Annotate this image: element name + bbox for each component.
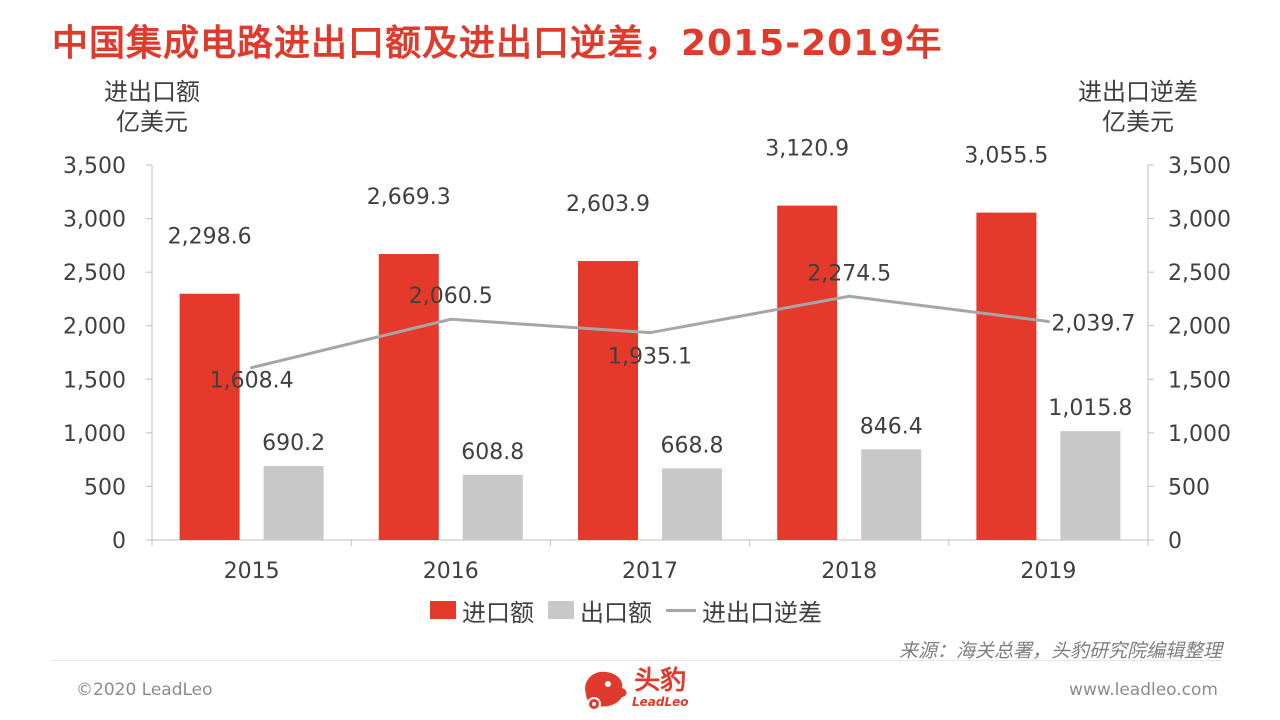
- data-label-import: 2,298.6: [168, 225, 252, 250]
- data-label-export: 690.2: [262, 431, 325, 456]
- bar-import: [777, 205, 838, 540]
- y-tick-label-left: 3,500: [63, 154, 126, 179]
- right-axis-title: 进出口逆差 亿美元: [1078, 77, 1198, 137]
- y-tick-label-right: 1,000: [1168, 422, 1231, 447]
- y-tick-label-right: 500: [1168, 475, 1210, 500]
- legend-item-import: 进口额: [430, 593, 534, 628]
- x-tick-label: 2017: [622, 559, 678, 584]
- legend-swatch-import: [430, 601, 456, 619]
- data-label-export: 1,015.8: [1048, 396, 1132, 421]
- legend-swatch-export: [548, 601, 574, 619]
- point-deficit: [1046, 319, 1050, 323]
- legend-label-deficit: 进出口逆差: [702, 598, 822, 627]
- y-tick-label-left: 500: [84, 475, 126, 500]
- y-tick-label-right: 3,000: [1168, 208, 1231, 233]
- left-axis-title: 进出口额 亿美元: [104, 77, 200, 137]
- logo-text-cn: 头豹: [634, 666, 687, 696]
- x-tick-label: 2018: [821, 559, 877, 584]
- data-label-deficit: 1,608.4: [210, 369, 294, 394]
- logo-text-en: LeadLeo: [632, 695, 689, 709]
- y-tick-label-left: 2,000: [63, 315, 126, 340]
- left-axis-title-line2: 亿美元: [116, 108, 188, 136]
- y-tick-label-right: 1,500: [1168, 368, 1231, 393]
- leopard-icon: [585, 671, 627, 711]
- bar-import: [378, 254, 439, 540]
- bar-export: [662, 468, 722, 540]
- y-tick-label-left: 0: [112, 529, 126, 554]
- legend-item-export: 出口额: [548, 593, 652, 628]
- y-tick-label-right: 2,000: [1168, 315, 1231, 340]
- data-label-export: 846.4: [860, 414, 923, 439]
- bar-export: [462, 474, 523, 540]
- data-label-import: 3,055.5: [964, 144, 1048, 169]
- point-deficit: [250, 366, 254, 370]
- bar-export: [1060, 431, 1121, 540]
- point-deficit: [648, 331, 652, 335]
- bar-import: [976, 212, 1037, 540]
- leadleo-logo: 头豹 LeadLeo: [578, 664, 689, 712]
- source-note: 来源：海关总署，头豹研究院编辑整理: [898, 640, 1222, 662]
- legend-label-import: 进口额: [462, 598, 534, 627]
- point-deficit: [847, 294, 851, 298]
- y-tick-label-left: 1,500: [63, 368, 126, 393]
- data-label-export: 668.8: [661, 433, 724, 458]
- chart-legend: 进口额 出口额 进出口逆差: [430, 593, 836, 628]
- y-tick-label-left: 2,500: [63, 261, 126, 286]
- legend-item-deficit: 进出口逆差: [666, 593, 822, 628]
- x-tick-label: 2016: [423, 559, 479, 584]
- data-label-deficit: 2,274.5: [807, 261, 891, 286]
- legend-swatch-deficit: [666, 608, 696, 612]
- chart-title: 中国集成电路进出口额及进出口逆差，2015-2019年: [52, 23, 943, 64]
- right-axis-title-line2: 亿美元: [1102, 108, 1174, 136]
- chart-canvas: 0 0 500 500 1,000 1,000 1,500 1,500 2,000 2,000 2,…: [63, 137, 1231, 584]
- data-label-deficit: 2,039.7: [1051, 311, 1135, 336]
- y-tick-label-right: 2,500: [1168, 261, 1231, 286]
- data-label-deficit: 2,060.5: [409, 284, 493, 309]
- copyright-text: ©2020 LeadLeo: [76, 680, 213, 700]
- data-label-import: 2,669.3: [367, 185, 451, 210]
- y-tick-label-left: 1,000: [63, 422, 126, 447]
- legend-label-export: 出口额: [580, 598, 652, 627]
- bar-export: [263, 466, 324, 540]
- data-label-export: 608.8: [461, 440, 524, 465]
- x-tick-label: 2019: [1020, 559, 1076, 584]
- right-axis-title-line1: 进出口逆差: [1078, 78, 1198, 106]
- data-label-import: 2,603.9: [566, 192, 650, 217]
- left-axis-title-line1: 进出口额: [104, 78, 200, 106]
- y-tick-label-right: 0: [1168, 529, 1182, 554]
- bar-import: [578, 261, 638, 540]
- x-tick-label: 2015: [224, 559, 280, 584]
- bar-export: [861, 449, 922, 540]
- y-tick-label-left: 3,000: [63, 208, 126, 233]
- y-tick-label-right: 3,500: [1168, 154, 1231, 179]
- data-label-deficit: 1,935.1: [608, 345, 692, 370]
- data-label-import: 3,120.9: [765, 137, 849, 162]
- website-link[interactable]: www.leadleo.com: [1069, 680, 1218, 700]
- footer-divider: [52, 660, 1222, 661]
- point-deficit: [449, 317, 453, 321]
- bar-import: [179, 293, 240, 540]
